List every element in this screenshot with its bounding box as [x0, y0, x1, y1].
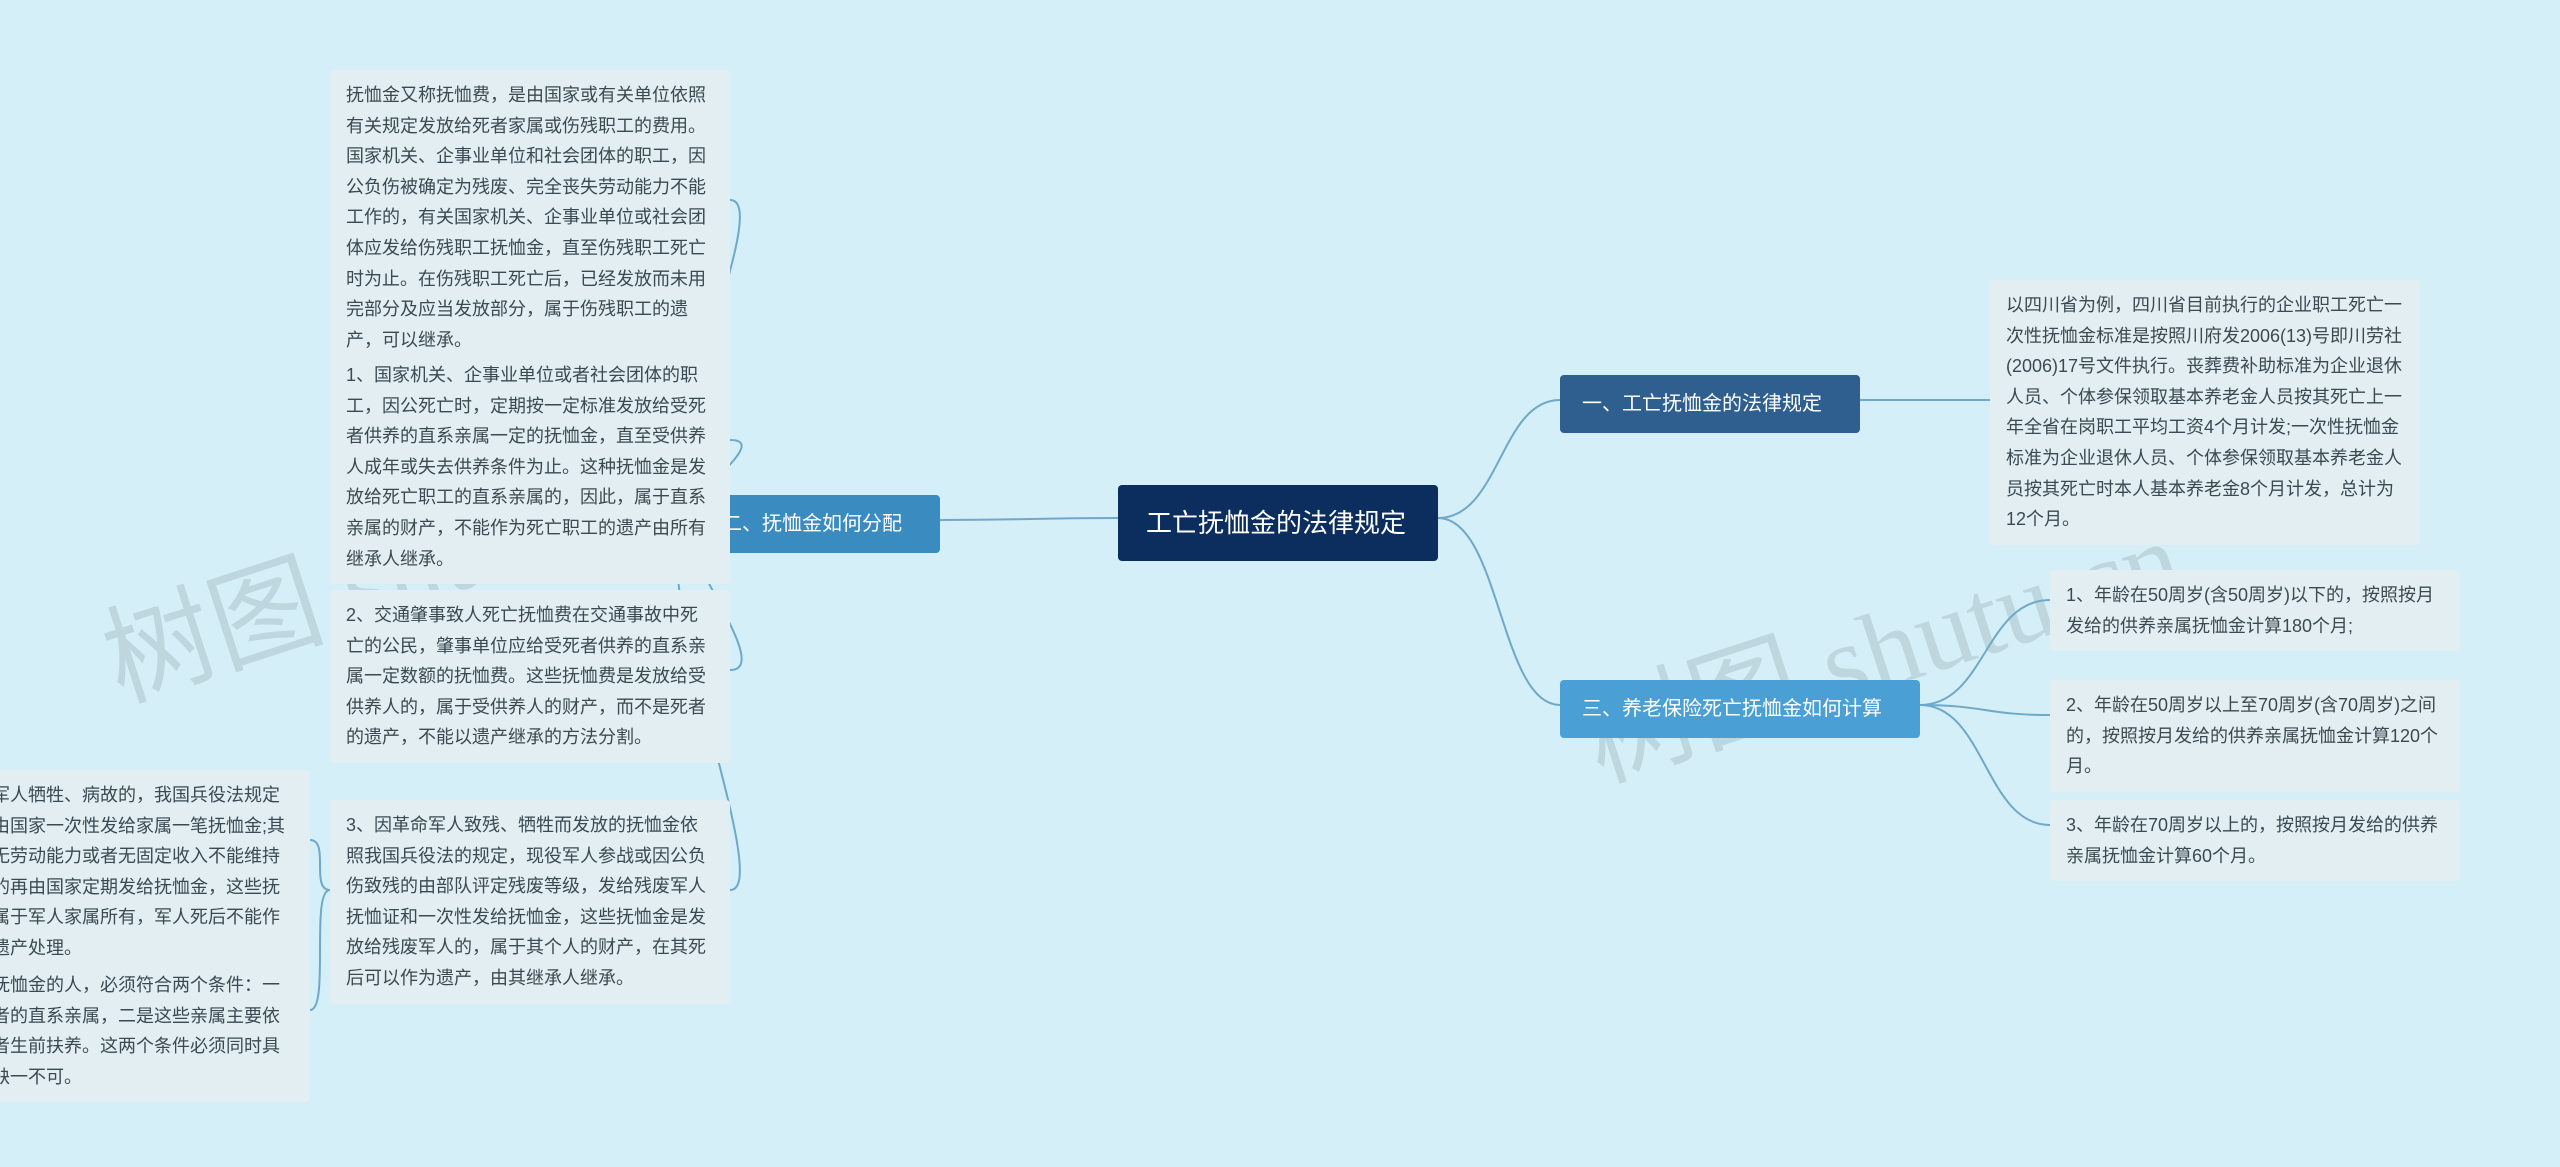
leaf-text: 享受抚恤金的人，必须符合两个条件：一是死者的直系亲属，二是这些亲属主要依靠死者生…	[0, 975, 280, 1087]
leaf-b1-1[interactable]: 以四川省为例，四川省目前执行的企业职工死亡一次性抚恤金标准是按照川府发2006(…	[1990, 280, 2420, 545]
branch-3[interactable]: 三、养老保险死亡抚恤金如何计算	[1560, 680, 1920, 738]
branch-2-label: 二、抚恤金如何分配	[722, 513, 902, 535]
leaf-b2-1[interactable]: 1、国家机关、企事业单位或者社会团体的职工，因公死亡时，定期按一定标准发放给受死…	[330, 350, 730, 584]
leaf-text: 抚恤金又称抚恤费，是由国家或有关单位依照有关规定发放给死者家属或伤残职工的费用。…	[346, 85, 706, 350]
leaf-b2-2[interactable]: 2、交通肇事致人死亡抚恤费在交通事故中死亡的公民，肇事单位应给受死者供养的直系亲…	[330, 590, 730, 763]
root-label: 工亡抚恤金的法律规定	[1146, 508, 1406, 538]
branch-1-label: 一、工亡抚恤金的法律规定	[1582, 393, 1822, 415]
branch-1[interactable]: 一、工亡抚恤金的法律规定	[1560, 375, 1860, 433]
leaf-text: 2、年龄在50周岁以上至70周岁(含70周岁)之间的，按照按月发给的供养亲属抚恤…	[2066, 695, 2438, 776]
branch-3-label: 三、养老保险死亡抚恤金如何计算	[1582, 698, 1882, 720]
leaf-b3-2[interactable]: 2、年龄在50周岁以上至70周岁(含70周岁)之间的，按照按月发给的供养亲属抚恤…	[2050, 680, 2460, 792]
root-node[interactable]: 工亡抚恤金的法律规定	[1118, 485, 1438, 561]
leaf-text: 3、因革命军人致残、牺牲而发放的抚恤金依照我国兵役法的规定，现役军人参战或因公负…	[346, 815, 706, 988]
leaf-text: 以四川省为例，四川省目前执行的企业职工死亡一次性抚恤金标准是按照川府发2006(…	[2006, 295, 2402, 529]
leaf-b2-3a[interactable]: 现役军人牺牲、病故的，我国兵役法规定的应由国家一次性发给家属一笔抚恤金;其家属无…	[0, 770, 310, 974]
leaf-text: 3、年龄在70周岁以上的，按照按月发给的供养亲属抚恤金计算60个月。	[2066, 815, 2438, 866]
branch-2[interactable]: 二、抚恤金如何分配	[700, 495, 940, 553]
leaf-b3-3[interactable]: 3、年龄在70周岁以上的，按照按月发给的供养亲属抚恤金计算60个月。	[2050, 800, 2460, 881]
leaf-text: 现役军人牺牲、病故的，我国兵役法规定的应由国家一次性发给家属一笔抚恤金;其家属无…	[0, 785, 285, 958]
leaf-b2-3b[interactable]: 享受抚恤金的人，必须符合两个条件：一是死者的直系亲属，二是这些亲属主要依靠死者生…	[0, 960, 310, 1102]
leaf-text: 1、年龄在50周岁(含50周岁)以下的，按照按月发给的供养亲属抚恤金计算180个…	[2066, 585, 2434, 636]
leaf-text: 1、国家机关、企事业单位或者社会团体的职工，因公死亡时，定期按一定标准发放给受死…	[346, 365, 706, 569]
leaf-b2-0[interactable]: 抚恤金又称抚恤费，是由国家或有关单位依照有关规定发放给死者家属或伤残职工的费用。…	[330, 70, 730, 365]
leaf-b3-1[interactable]: 1、年龄在50周岁(含50周岁)以下的，按照按月发给的供养亲属抚恤金计算180个…	[2050, 570, 2460, 651]
leaf-b2-3[interactable]: 3、因革命军人致残、牺牲而发放的抚恤金依照我国兵役法的规定，现役军人参战或因公负…	[330, 800, 730, 1004]
leaf-text: 2、交通肇事致人死亡抚恤费在交通事故中死亡的公民，肇事单位应给受死者供养的直系亲…	[346, 605, 706, 747]
